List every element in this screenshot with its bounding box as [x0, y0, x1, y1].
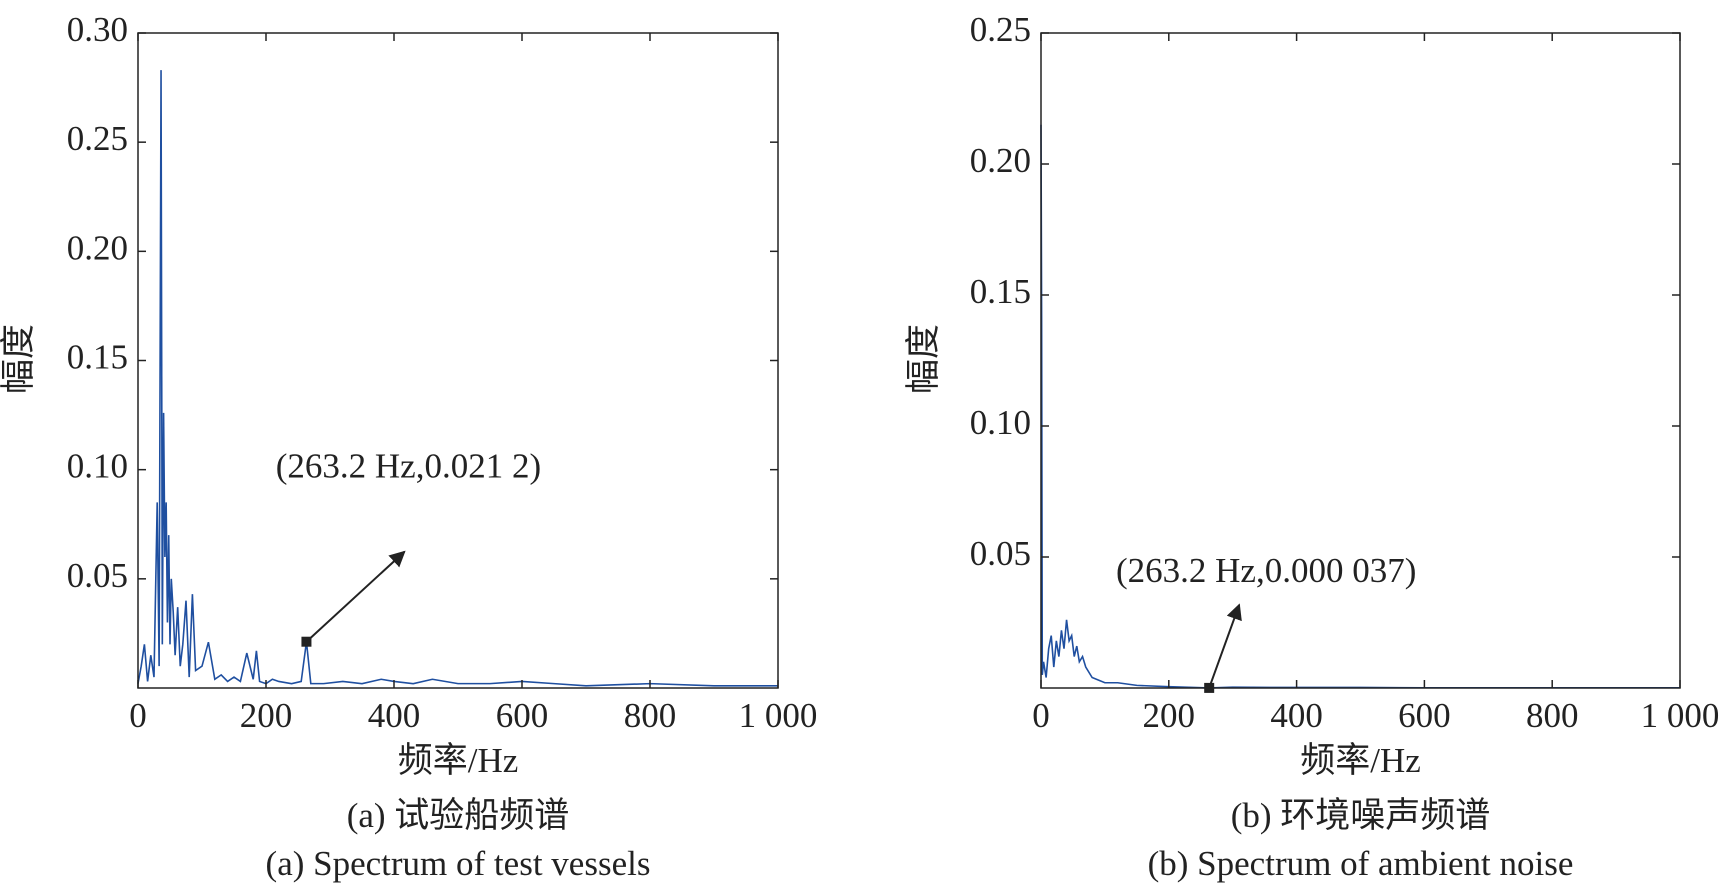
- x-tick-label: 800: [1526, 696, 1579, 735]
- plot-frame: [1040, 32, 1681, 689]
- x-tick-label: 0: [1032, 696, 1050, 735]
- y-tick-label: 0.25: [67, 119, 128, 158]
- annotation-marker: [301, 636, 312, 647]
- annotation-marker: [1204, 682, 1215, 693]
- plot-frame: [137, 32, 779, 689]
- annotation-text: (263.2 Hz,0.000 037): [1116, 551, 1416, 590]
- y-tick-label: 0.10: [970, 403, 1031, 442]
- y-tick-label: 0.05: [67, 556, 128, 595]
- y-axis-label: 幅度: [0, 324, 38, 394]
- x-tick-label: 400: [368, 696, 421, 735]
- y-tick-label: 0.30: [67, 10, 128, 49]
- y-axis-label: 幅度: [904, 324, 943, 394]
- annotation-text: (263.2 Hz,0.021 2): [276, 447, 541, 486]
- x-tick-label: 200: [1143, 696, 1196, 735]
- annotation-arrow: [305, 550, 406, 643]
- caption-en: (a) Spectrum of test vessels: [266, 844, 651, 883]
- spectrum-line: [1040, 124, 1680, 689]
- spectrum-line: [137, 70, 778, 687]
- y-tick-label: 0.15: [67, 338, 128, 377]
- y-tick-label: 0.10: [67, 447, 128, 486]
- caption-en: (b) Spectrum of ambient noise: [1148, 844, 1574, 883]
- y-tick-label: 0.20: [970, 141, 1031, 180]
- y-tick-label: 0.25: [970, 10, 1031, 49]
- y-tick-label: 0.05: [970, 534, 1031, 573]
- x-tick-label: 1 000: [739, 696, 818, 735]
- x-tick-label: 400: [1270, 696, 1323, 735]
- y-tick-label: 0.20: [67, 228, 128, 267]
- x-tick-label: 600: [1398, 696, 1451, 735]
- x-tick-label: 200: [240, 696, 293, 735]
- y-tick-label: 0.15: [970, 272, 1031, 311]
- x-tick-label: 600: [496, 696, 549, 735]
- x-axis-label: 频率/Hz: [1300, 741, 1421, 780]
- x-axis-label: 频率/Hz: [398, 741, 519, 780]
- caption: (a) 试验船频谱: [347, 796, 570, 835]
- caption: (b) 环境噪声频谱: [1231, 796, 1491, 835]
- x-tick-label: 800: [624, 696, 677, 735]
- x-tick-label: 1 000: [1641, 696, 1720, 735]
- annotation-arrow: [1208, 603, 1242, 689]
- x-tick-label: 0: [129, 696, 147, 735]
